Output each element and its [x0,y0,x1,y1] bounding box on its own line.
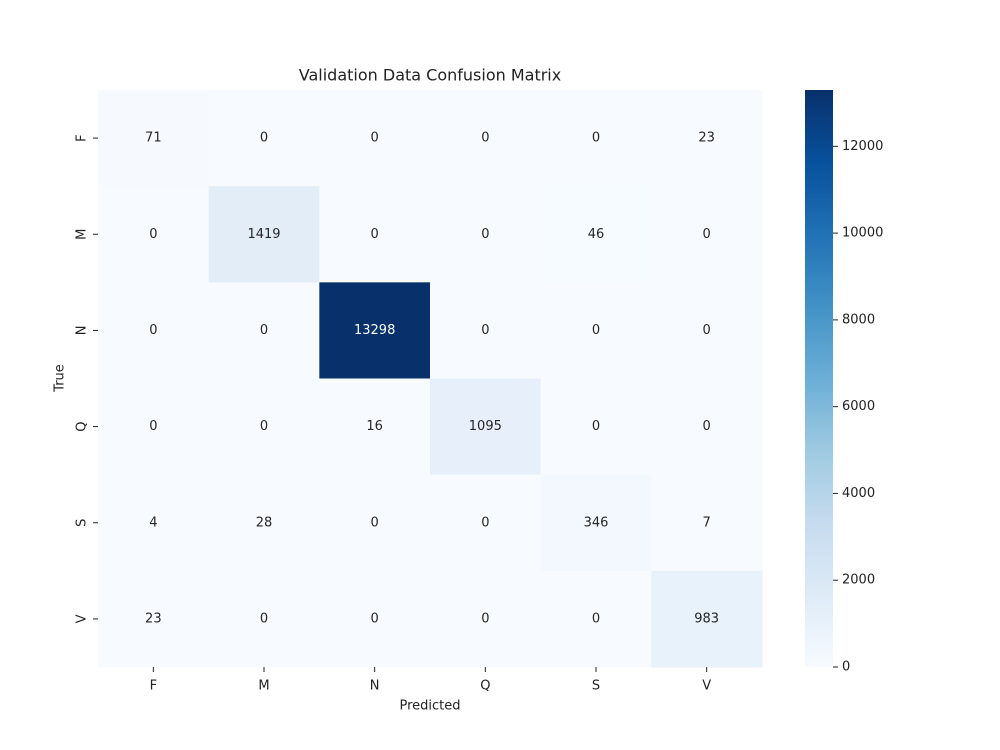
heatmap-cell [540,570,652,668]
cell-label: 28 [256,515,273,530]
heatmap-cell [319,282,431,379]
heatmap-cell [319,474,431,572]
heatmap-cell [98,474,210,572]
heatmap-cell [208,570,320,668]
cell-label: 0 [703,227,711,242]
x-tick-label: F [150,679,157,694]
cell-label: 0 [481,611,489,626]
cell-label: 7 [703,515,711,530]
colorbar-tick-label: 10000 [842,226,883,241]
heatmap-cell [208,90,320,187]
heatmap-cell [430,186,542,283]
heatmap-cell [540,282,652,379]
cell-label: 0 [703,419,711,434]
heatmap-cell [98,90,210,187]
heatmap-cell [540,90,652,187]
colorbar-tick-label: 6000 [842,399,875,414]
cell-label: 0 [371,227,379,242]
heatmap-cell [208,186,320,283]
cell-label: 0 [149,323,157,338]
heatmap-cell [319,90,431,187]
cell-label: 0 [371,515,379,530]
y-tick-label: S [75,519,90,527]
heatmap-cell [651,378,763,476]
x-tick-label: M [258,679,269,694]
heatmap-cell [430,570,542,668]
cell-label: 4 [149,515,157,530]
cell-label: 46 [588,227,605,242]
cell-label: 0 [481,323,489,338]
cell-label: 0 [592,419,600,434]
heatmap-cell [319,186,431,283]
heatmap-cell [430,282,542,379]
cell-label: 0 [260,611,268,626]
colorbar [805,90,833,667]
colorbar-tick-label: 12000 [842,139,883,154]
heatmap-cell [208,282,320,379]
cell-label: 0 [371,611,379,626]
x-tick-label: V [702,679,711,694]
cell-label: 0 [481,515,489,530]
heatmap-cell [430,90,542,187]
cell-label: 0 [260,419,268,434]
y-tick-label: F [75,134,90,141]
x-tick-label: Q [480,679,490,694]
cell-label: 346 [584,515,609,530]
cell-label: 0 [592,131,600,146]
cell-label: 0 [149,227,157,242]
colorbar-tick-label: 0 [842,660,850,675]
heatmap-cell [430,474,542,572]
heatmap-cell [208,474,320,572]
cell-label: 23 [698,131,715,146]
heatmap-cell [430,378,542,476]
y-tick-label: Q [75,421,90,431]
colorbar-tick-label: 8000 [842,312,875,327]
heatmap-cell [98,282,210,379]
cell-label: 0 [260,323,268,338]
heatmap-cell [319,570,431,668]
heatmap-cell [651,282,763,379]
heatmap-cell [540,474,652,572]
heatmap-cell [651,186,763,283]
heatmap-cell [651,90,763,187]
heatmap-cell [540,378,652,476]
heatmap-cell [319,378,431,476]
y-tick-label: N [75,326,90,336]
heatmap-cell [98,186,210,283]
cell-label: 0 [703,323,711,338]
y-axis-label: True [53,364,68,393]
cell-label: 1419 [247,227,280,242]
cell-label: 23 [145,611,162,626]
x-tick-label: N [370,679,380,694]
cell-label: 0 [592,323,600,338]
cell-label: 71 [145,131,162,146]
cell-label: 0 [260,131,268,146]
cell-label: 13298 [354,323,395,338]
heatmap-cell [208,378,320,476]
chart-title: Validation Data Confusion Matrix [299,66,561,85]
colorbar-tick-label: 2000 [842,573,875,588]
y-tick-label: V [75,614,90,623]
y-tick-label: M [75,229,90,240]
cell-label: 16 [366,419,383,434]
x-axis-label: Predicted [399,699,460,714]
heatmap-cell [98,378,210,476]
x-tick-label: S [592,679,600,694]
cell-label: 0 [371,131,379,146]
heatmap-cell [651,474,763,572]
cell-label: 0 [149,419,157,434]
cell-label: 0 [481,131,489,146]
heatmap-cell [540,186,652,283]
cell-label: 1095 [469,419,502,434]
colorbar-tick-label: 4000 [842,486,875,501]
heatmap-cell [98,570,210,668]
cell-label: 0 [481,227,489,242]
heatmap-cell [651,570,763,668]
cell-label: 983 [694,611,719,626]
cell-label: 0 [592,611,600,626]
